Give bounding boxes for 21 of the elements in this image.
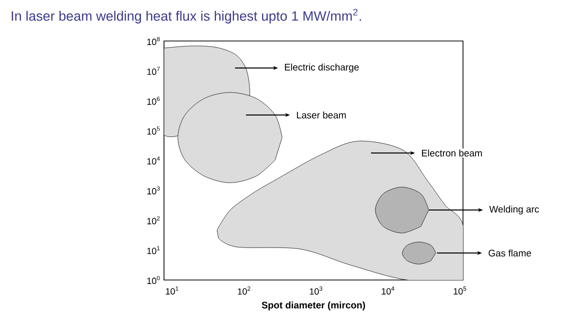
y-tick-label: 10$^{0}$ <box>147 276 160 284</box>
y-tick-label: 10$^{7}$ <box>147 66 160 75</box>
x-tick-label: 10$^{1}$ <box>166 286 178 295</box>
y-tick-label: 10$^{8}$ <box>147 36 160 46</box>
text: Gas flame <box>488 250 532 256</box>
y-tick-label: 10$^{3}$ <box>147 186 160 194</box>
x-tick-label: 10$^{3}$ <box>310 286 322 295</box>
x-tick-label: 10$^{4}$ <box>382 286 394 295</box>
y-tick-label: 10$^{1}$ <box>147 246 160 254</box>
x-axis-title: Spot diameter (mircon) <box>262 302 366 310</box>
annotation: Electron beam <box>422 150 482 156</box>
x-tick-label: 10$^{5}$ <box>454 286 466 295</box>
y-tick-label: 10$^{2}$ <box>147 216 160 224</box>
y-tick-label: 10$^{5}$ <box>147 126 160 135</box>
y-tick-label: 10$^{4}$ <box>147 156 160 165</box>
y-tick-label: 10$^{6}$ <box>147 96 160 105</box>
chart-title: In laser beam welding heat flux is highest upto 1 MW/mm$^{2}$. <box>12 8 361 24</box>
annotation: Electric discharge <box>284 64 359 72</box>
x-tick-label: 10$^{2}$ <box>238 286 250 295</box>
annotation: Laser beam <box>296 112 346 118</box>
text: Welding arc <box>489 206 539 214</box>
